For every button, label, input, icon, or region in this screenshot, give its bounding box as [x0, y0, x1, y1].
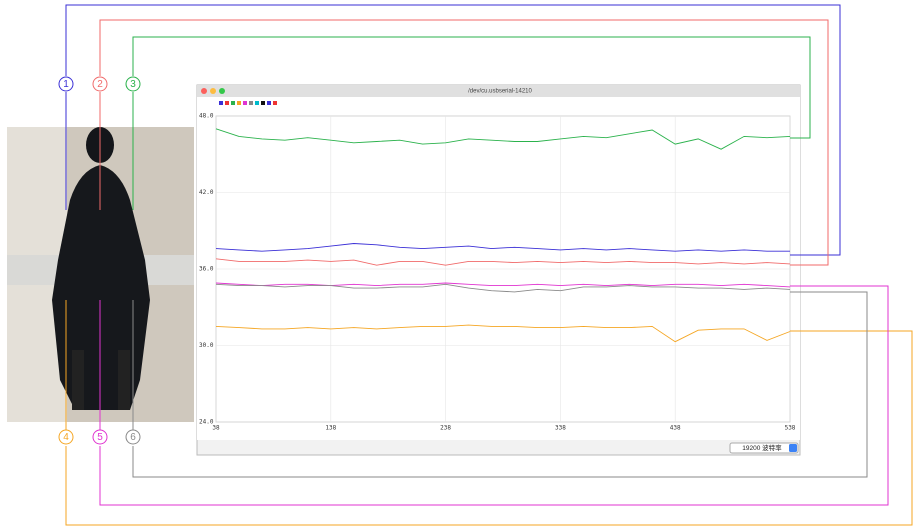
baud-rate-label: 19200 波特率 — [742, 443, 782, 452]
figure: /dev/cu.usbserial-14210 19200 波特率 24.030… — [0, 0, 913, 528]
x-tick-label: 538 — [785, 425, 796, 432]
close-button[interactable] — [201, 88, 207, 94]
x-tick-label: 338 — [555, 425, 566, 432]
y-tick-label: 48.0 — [199, 113, 214, 120]
series-name: 6 — [130, 432, 136, 443]
x-tick-label: 138 — [325, 425, 336, 432]
x-tick-label: 438 — [670, 425, 681, 432]
series-name: 2 — [97, 79, 103, 90]
series-name: 4 — [63, 432, 69, 443]
series-name: 3 — [130, 79, 136, 90]
minimize-button[interactable] — [210, 88, 216, 94]
y-tick-label: 42.0 — [199, 189, 214, 196]
x-tick-label: 238 — [440, 425, 451, 432]
y-tick-label: 30.0 — [199, 342, 214, 349]
zoom-button[interactable] — [219, 88, 225, 94]
x-tick-label: 38 — [212, 425, 220, 432]
y-tick-label: 36.0 — [199, 266, 214, 273]
window-title: /dev/cu.usbserial-14210 — [468, 89, 532, 95]
series-name: 5 — [97, 432, 103, 443]
series-name: 1 — [63, 79, 69, 90]
